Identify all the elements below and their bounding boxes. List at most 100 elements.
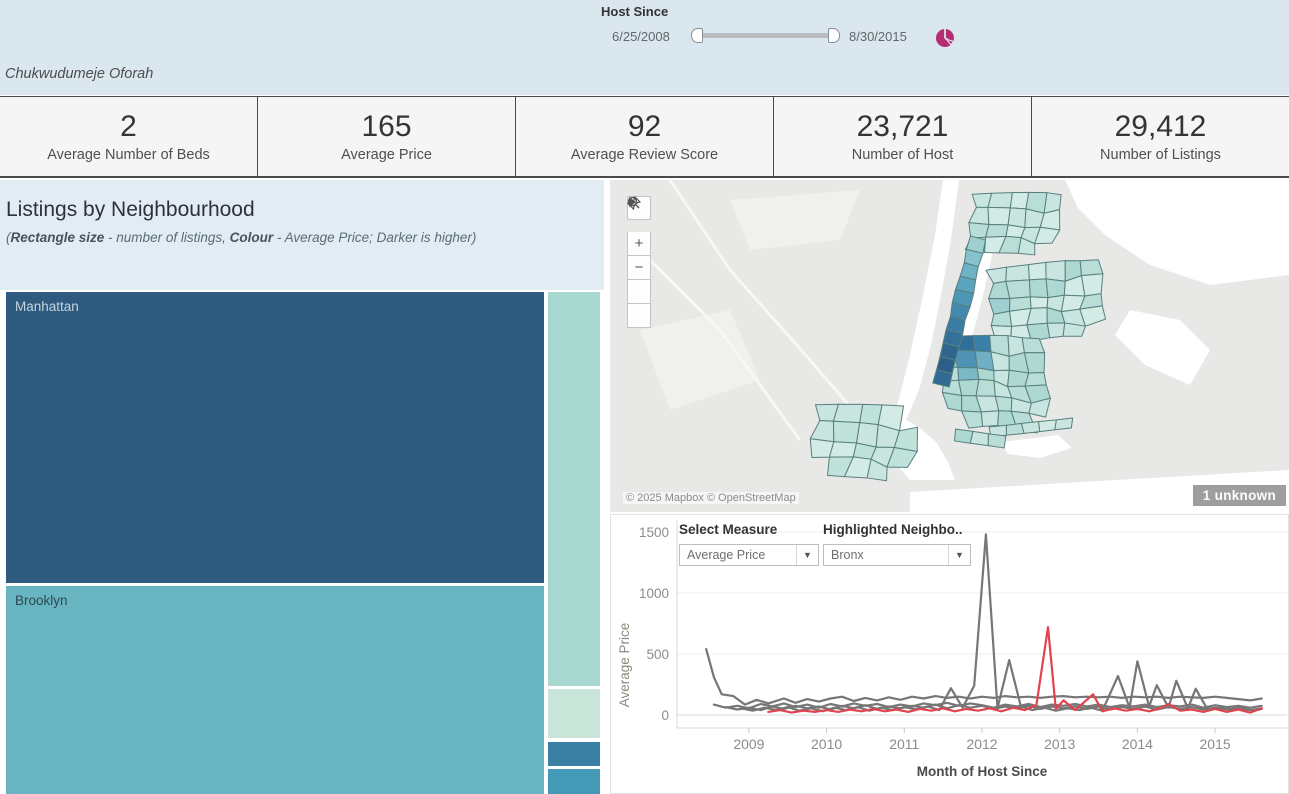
- treemap-rect-manhattan[interactable]: Manhattan: [6, 292, 544, 583]
- x-tick-label: 2011: [889, 736, 919, 752]
- region-cell-rockaway[interactable]: [1054, 417, 1074, 431]
- line-chart-panel: 0 500 1000 1500 2009 2010 2011 2012 2013 2014 2015…: [610, 514, 1289, 794]
- chevron-down-icon[interactable]: ▼: [948, 545, 970, 565]
- kpi-label: Average Review Score: [570, 147, 719, 164]
- region-cell-bronx[interactable]: [987, 206, 1011, 226]
- treemap-subtitle: (Rectangle size - number of listings, Co…: [6, 228, 596, 249]
- series-line-staten-island[interactable]: [740, 533, 1263, 713]
- treemap-header: Listings by Neighbourhood (Rectangle siz…: [0, 180, 604, 290]
- region-cell-queens[interactable]: [1045, 260, 1066, 282]
- map-panel[interactable]: + − © 2025 Mapbox © OpenStreetMap 1 unkn…: [610, 180, 1289, 512]
- kpi-value: 23,721: [856, 109, 949, 143]
- region-cell-brooklyn[interactable]: [958, 378, 980, 397]
- pie-icon: [936, 28, 955, 47]
- region-cell-bronx[interactable]: [1034, 226, 1061, 245]
- map-zoom-out-icon[interactable]: −: [627, 256, 651, 280]
- map-water: [1115, 310, 1210, 385]
- line-chart-svg[interactable]: 0 500 1000 1500 2009 2010 2011 2012 2013 2014 2015…: [611, 515, 1289, 794]
- subtitle-bold: Colour: [229, 230, 274, 245]
- region-cell-queens[interactable]: [1046, 322, 1066, 339]
- region-cell-queens[interactable]: [1079, 259, 1104, 277]
- region-cell-brooklyn[interactable]: [975, 378, 996, 397]
- series-line-manhattan[interactable]: [705, 648, 1263, 706]
- region-cell-manhattan[interactable]: [932, 369, 953, 388]
- kpi-average-review-score: 92 Average Review Score: [516, 97, 774, 176]
- region-cell-staten-island[interactable]: [866, 458, 888, 482]
- neighbourhood-dropdown[interactable]: Bronx ▼: [823, 544, 971, 566]
- treemap-rect[interactable]: [548, 742, 600, 766]
- region-cell-queens[interactable]: [1005, 279, 1031, 299]
- map-water: [1065, 180, 1289, 285]
- kpi-number-of-host: 23,721 Number of Host: [774, 97, 1032, 176]
- author-name: Chukwudumeje Oforah: [5, 66, 154, 82]
- region-cell-staten-island[interactable]: [886, 447, 918, 468]
- region-cell-bronx[interactable]: [987, 192, 1013, 209]
- top-filter-band: Host Since 6/25/2008 8/30/2015 Chukwudum…: [0, 0, 1289, 95]
- nyc-choropleth-map[interactable]: [610, 180, 1289, 512]
- region-cell-staten-island[interactable]: [828, 441, 858, 458]
- region-cell-rockaway[interactable]: [1038, 419, 1057, 433]
- region-cell-queens[interactable]: [1028, 261, 1047, 281]
- series-line-bronx[interactable]: [767, 626, 1263, 714]
- region-cell-brooklyn[interactable]: [1028, 397, 1051, 418]
- x-tick-label: 2015: [1200, 736, 1231, 752]
- kpi-value: 2: [120, 109, 137, 143]
- treemap-rect[interactable]: [548, 292, 600, 686]
- treemap-rect-brooklyn[interactable]: Brooklyn: [6, 586, 544, 794]
- kpi-label: Average Price: [341, 147, 432, 164]
- subtitle-text: - number of listings,: [104, 230, 230, 245]
- region-cell-queens[interactable]: [1081, 273, 1104, 297]
- slider-right-handle[interactable]: [828, 28, 840, 43]
- region-cell-coney[interactable]: [987, 433, 1007, 449]
- region-cell-brooklyn[interactable]: [976, 367, 995, 382]
- region-cell-bronx[interactable]: [1017, 237, 1036, 256]
- region-cell-queens[interactable]: [1079, 305, 1107, 327]
- region-cell-brooklyn[interactable]: [957, 366, 980, 381]
- filter-pie-icon[interactable]: [934, 27, 956, 49]
- region-cell-queens[interactable]: [1029, 296, 1049, 309]
- region-cell-brooklyn[interactable]: [980, 410, 1000, 427]
- region-cell-brooklyn[interactable]: [1024, 372, 1047, 387]
- region-cell-coney[interactable]: [969, 430, 989, 447]
- region-cell-bronx[interactable]: [985, 223, 1009, 238]
- region-cell-staten-island[interactable]: [832, 420, 861, 444]
- neighbourhood-dropdown-value: Bronx: [831, 548, 864, 562]
- map-expand-icon[interactable]: [627, 197, 651, 328]
- kpi-label: Number of Host: [851, 147, 954, 164]
- measure-dropdown[interactable]: Average Price ▼: [679, 544, 819, 566]
- treemap-rect-label: Manhattan: [15, 299, 79, 314]
- map-pin-icon[interactable]: [627, 196, 651, 304]
- slider-left-handle[interactable]: [691, 28, 703, 43]
- map-zoom-in-icon[interactable]: +: [627, 232, 651, 256]
- region-cell-bronx[interactable]: [1007, 207, 1027, 229]
- treemap: Manhattan Brooklyn: [0, 290, 604, 794]
- map-search-icon[interactable]: [627, 196, 651, 220]
- treemap-rect[interactable]: [548, 689, 600, 738]
- region-cell-rockaway[interactable]: [1020, 421, 1041, 434]
- y-tick-label: 1500: [639, 525, 669, 540]
- subtitle-text: (: [6, 230, 11, 245]
- kpi-label: Average Number of Beds: [47, 147, 210, 164]
- treemap-title: Listings by Neighbourhood: [6, 198, 255, 221]
- region-cell-staten-island[interactable]: [832, 403, 864, 424]
- kpi-number-of-listings: 29,412 Number of Listings: [1032, 97, 1289, 176]
- map-road: [628, 238, 802, 441]
- region-cell-brooklyn[interactable]: [972, 334, 992, 353]
- treemap-rect[interactable]: [548, 769, 600, 794]
- y-tick-label: 0: [661, 708, 669, 723]
- region-cell-coney[interactable]: [953, 428, 974, 444]
- kpi-value: 92: [627, 109, 662, 143]
- region-cell-queens[interactable]: [1062, 322, 1086, 337]
- chevron-down-icon[interactable]: ▼: [796, 545, 818, 565]
- region-cell-queens[interactable]: [1028, 278, 1049, 299]
- map-controls: + −: [627, 196, 651, 328]
- kpi-band: 2 Average Number of Beds 165 Average Pri…: [0, 96, 1289, 178]
- kpi-average-price: 165 Average Price: [258, 97, 516, 176]
- map-water: [896, 180, 959, 420]
- region-cell-queens[interactable]: [1045, 278, 1066, 299]
- kpi-label: Number of Listings: [1100, 147, 1221, 164]
- kpi-value: 29,412: [1114, 109, 1207, 143]
- host-since-slider-track[interactable]: [697, 33, 831, 38]
- region-cell-queens[interactable]: [1005, 264, 1030, 282]
